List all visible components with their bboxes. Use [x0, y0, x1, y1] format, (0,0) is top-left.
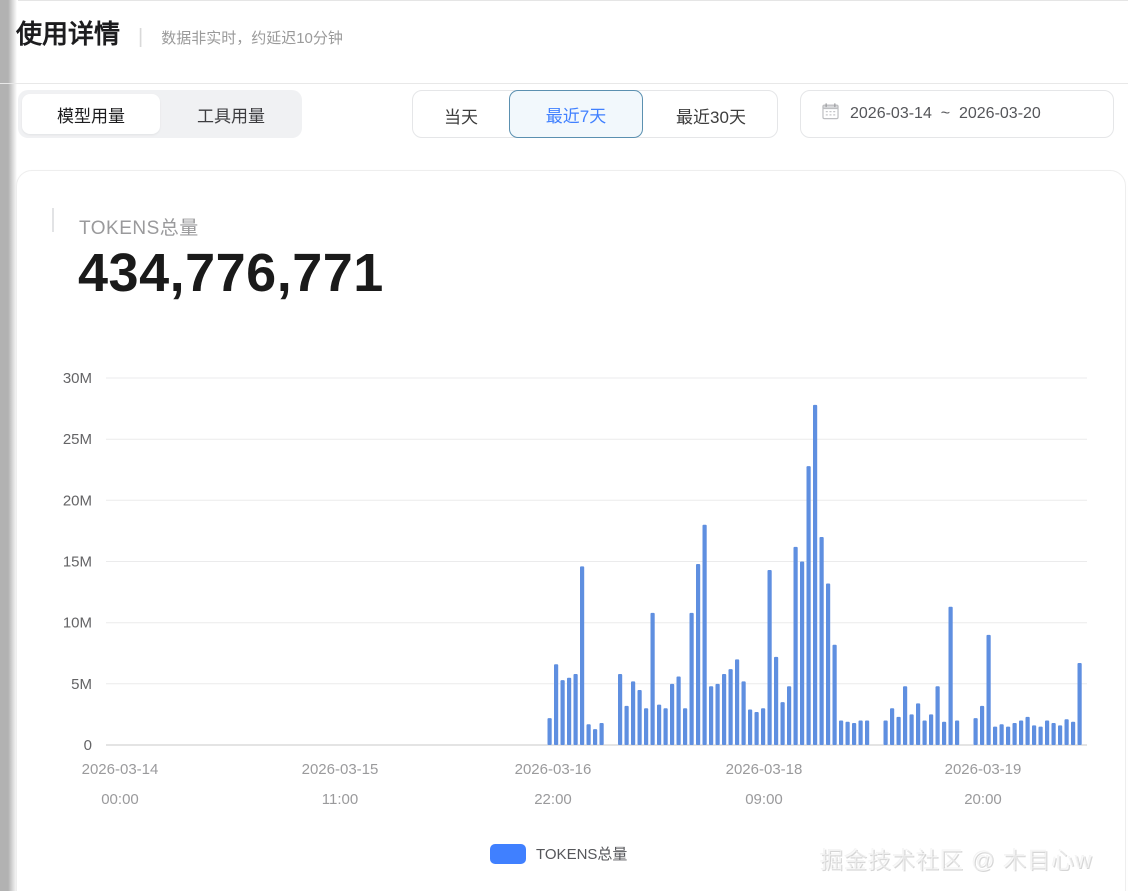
svg-text:2026-03-14: 2026-03-14 — [82, 761, 159, 778]
svg-text:5M: 5M — [71, 676, 92, 693]
svg-text:25M: 25M — [63, 431, 92, 448]
svg-text:10M: 10M — [63, 615, 92, 632]
svg-text:22:00: 22:00 — [534, 791, 572, 808]
svg-text:2026-03-19: 2026-03-19 — [945, 761, 1022, 778]
svg-text:00:00: 00:00 — [101, 791, 139, 808]
svg-text:0: 0 — [84, 737, 92, 754]
svg-text:09:00: 09:00 — [745, 791, 783, 808]
svg-text:20M: 20M — [63, 492, 92, 509]
svg-text:2026-03-15: 2026-03-15 — [302, 761, 379, 778]
svg-text:2026-03-18: 2026-03-18 — [726, 761, 803, 778]
svg-text:2026-03-16: 2026-03-16 — [515, 761, 592, 778]
svg-text:30M: 30M — [63, 370, 92, 387]
svg-text:11:00: 11:00 — [322, 791, 358, 808]
svg-text:15M: 15M — [63, 554, 92, 571]
svg-text:20:00: 20:00 — [964, 791, 1002, 808]
